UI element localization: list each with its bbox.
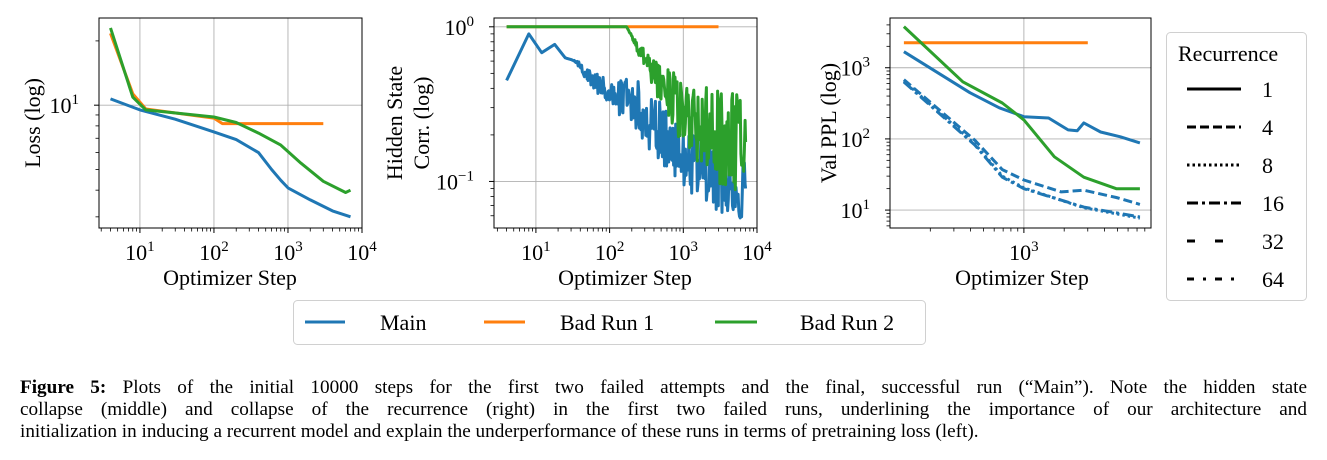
tick-label-base: 10 — [50, 93, 72, 118]
series-line-main — [109, 97, 351, 219]
tick-label-base: 10 — [273, 240, 295, 265]
recurrence-label: 32 — [1262, 229, 1284, 254]
axes-frame — [493, 17, 758, 229]
x-tick-label: 104 — [742, 239, 772, 265]
tick-label-base: 10 — [521, 240, 543, 265]
caption-line-1: Plots of the initial 10000 steps for the… — [106, 377, 1307, 398]
tick-label-exponent: 2 — [221, 239, 229, 255]
recurrence-label: 16 — [1262, 191, 1284, 216]
legend-label-bad-run-1: Bad Run 1 — [560, 310, 654, 335]
tick-label-base: 10 — [595, 240, 617, 265]
tick-label-exponent: 1 — [147, 239, 155, 255]
recurrence-legend: Recurrence 1 4 8 16 32 64 — [1166, 32, 1307, 301]
x-axis-label: Optimizer Step — [163, 265, 297, 290]
tick-label-exponent: −1 — [458, 168, 474, 184]
tick-label-base: 10 — [841, 56, 863, 81]
tick-label-base: 10 — [841, 127, 863, 152]
tick-label-base: 10 — [125, 240, 147, 265]
tick-label-base: 10 — [841, 198, 863, 223]
legend-frame — [293, 300, 926, 345]
tick-label-exponent: 1 — [543, 239, 551, 255]
axes-frame — [889, 17, 1152, 229]
tick-label-base: 10 — [669, 240, 691, 265]
tick-label-exponent: 3 — [691, 239, 699, 255]
figure-caption: Figure 5: Plots of the initial 10000 ste… — [20, 377, 1307, 443]
x-axis-label: Optimizer Step — [955, 265, 1089, 290]
x-tick-label: 104 — [347, 239, 377, 265]
tick-label-exponent: 0 — [467, 14, 475, 30]
y-tick-label: 101 — [841, 197, 871, 223]
y-tick-label: 10−1 — [436, 168, 474, 194]
y-tick-label: 102 — [841, 126, 871, 152]
caption-line-3: initialization in inducing a recurrent m… — [20, 421, 979, 442]
tick-label-exponent: 2 — [863, 126, 871, 142]
recurrence-legend-title: Recurrence — [1178, 41, 1278, 66]
series-line-main-rec-1 — [903, 50, 1141, 145]
tick-label-base: 10 — [347, 240, 369, 265]
series-line-main-rec-4 — [902, 78, 1141, 206]
recurrence-label: 1 — [1262, 77, 1273, 102]
y-axis-label: Hidden State — [382, 66, 407, 180]
series-group — [109, 27, 352, 219]
recurrence-label: 64 — [1262, 267, 1284, 292]
x-tick-label: 102 — [199, 239, 229, 265]
tick-label-exponent: 3 — [1031, 239, 1039, 255]
x-tick-label: 103 — [273, 239, 303, 265]
caption-label: Figure 5: — [20, 377, 107, 398]
recurrence-label: 8 — [1262, 153, 1273, 178]
tick-label-exponent: 1 — [863, 197, 871, 213]
series-line-bad-run-2-rec-1 — [902, 25, 1140, 191]
series-group — [902, 25, 1141, 220]
y-tick-label: 101 — [50, 92, 80, 118]
tick-label-base: 10 — [1009, 240, 1031, 265]
recurrence-label: 4 — [1262, 115, 1273, 140]
x-axis-label: Optimizer Step — [558, 265, 692, 290]
series-group — [505, 25, 748, 220]
y-axis-label: Val PPL (log) — [816, 63, 841, 183]
y-tick-label: 103 — [841, 55, 871, 81]
tick-label-base: 10 — [199, 240, 221, 265]
tick-label-base: 10 — [742, 240, 764, 265]
series-legend: Main Bad Run 1 Bad Run 2 — [293, 300, 926, 345]
x-tick-label: 102 — [595, 239, 625, 265]
legend-label-bad-run-2: Bad Run 2 — [800, 310, 894, 335]
series-line-bad-run-2 — [109, 27, 352, 194]
axes-frame — [98, 17, 363, 229]
tick-label-exponent: 2 — [617, 239, 625, 255]
x-tick-label: 103 — [1009, 239, 1039, 265]
tick-label-base: 10 — [445, 15, 467, 40]
tick-label-exponent: 4 — [369, 239, 377, 255]
series-line-main-rec-16 — [902, 80, 1141, 219]
x-tick-label: 101 — [521, 239, 551, 265]
tick-label-exponent: 3 — [863, 55, 871, 71]
y-tick-label: 100 — [445, 14, 475, 40]
y-axis-label: Corr. (log) — [409, 77, 434, 170]
tick-label-exponent: 3 — [295, 239, 303, 255]
legend-label-main: Main — [380, 310, 426, 335]
tick-label-base: 10 — [436, 169, 458, 194]
x-tick-label: 101 — [125, 239, 155, 265]
caption-line-2: collapse (middle) and collapse of the re… — [20, 399, 1307, 420]
series-line-bad-run-2 — [506, 25, 748, 192]
x-tick-label: 103 — [669, 239, 699, 265]
y-axis-label: Loss (log) — [20, 78, 45, 168]
tick-label-exponent: 4 — [764, 239, 772, 255]
tick-label-exponent: 1 — [72, 92, 80, 108]
